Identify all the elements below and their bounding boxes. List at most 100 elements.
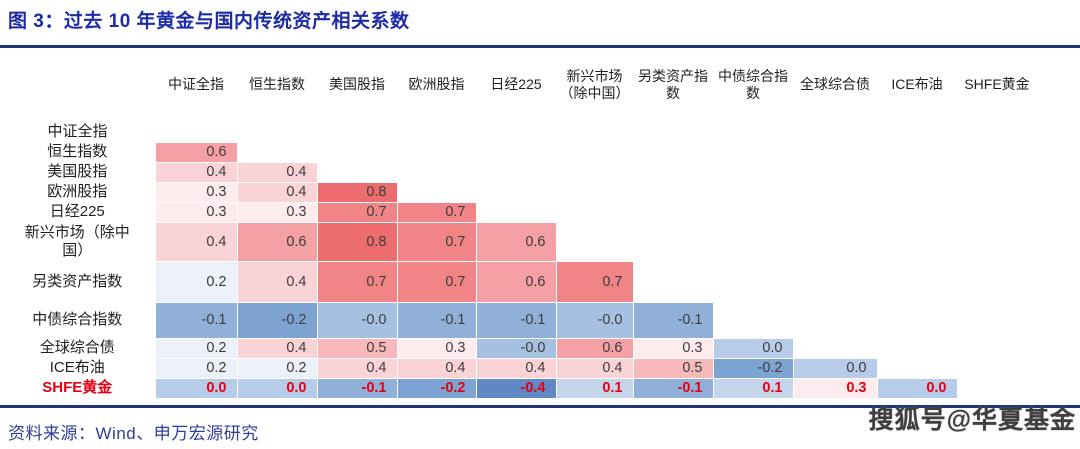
column-header: 美国股指 bbox=[329, 76, 385, 93]
correlation-cell: 0.0 bbox=[712, 337, 794, 359]
correlation-cell: 0.6 bbox=[475, 221, 557, 262]
column-header: 恒生指数 bbox=[249, 76, 305, 93]
empty-cell bbox=[877, 122, 957, 142]
empty-cell bbox=[633, 222, 713, 261]
row-label: ICE布油 bbox=[49, 359, 105, 377]
correlation-cell: 0.1 bbox=[555, 377, 634, 399]
correlation-cell: 0.6 bbox=[475, 260, 557, 303]
column-header: SHFE黄金 bbox=[964, 76, 1030, 93]
row-label: 另类资产指数 bbox=[32, 272, 123, 290]
empty-cell bbox=[476, 122, 556, 142]
empty-cell bbox=[237, 142, 317, 162]
row-label: 全球综合债 bbox=[39, 339, 115, 357]
correlation-cell: 0.4 bbox=[154, 221, 238, 262]
table-row: 美国股指 0.4 0.4 bbox=[0, 161, 1037, 183]
row-label: 中债综合指数 bbox=[32, 311, 123, 329]
figure-title: 图 3：过去 10 年黄金与国内传统资产相关系数 bbox=[8, 11, 410, 32]
table-row: 欧洲股指 0.3 0.4 0.8 bbox=[0, 181, 1037, 203]
column-header: 中证全指 bbox=[168, 76, 224, 93]
empty-cell bbox=[713, 142, 793, 162]
row-label: 中证全指 bbox=[47, 123, 108, 141]
empty-cell bbox=[877, 202, 957, 222]
empty-cell bbox=[476, 162, 556, 182]
empty-cell bbox=[556, 182, 633, 202]
header-row: 中证全指 恒生指数 美国股指 欧洲股指 日经225 新兴市场（除中国） 另类资产指数 中债综合… bbox=[0, 48, 1037, 122]
empty-cell bbox=[957, 338, 1037, 358]
empty-cell bbox=[713, 302, 793, 338]
correlation-cell: 0.3 bbox=[792, 377, 878, 399]
correlation-cell: 0.4 bbox=[236, 337, 318, 359]
empty-cell bbox=[633, 142, 713, 162]
empty-cell bbox=[957, 162, 1037, 182]
correlation-cell: -0.1 bbox=[632, 301, 714, 339]
correlation-cell: 0.3 bbox=[632, 337, 714, 359]
correlation-cell: 0.0 bbox=[792, 357, 878, 379]
correlation-cell: 0.2 bbox=[236, 357, 318, 379]
correlation-cell: 0.7 bbox=[555, 260, 634, 303]
correlation-cell: -0.2 bbox=[712, 357, 794, 379]
correlation-cell: 0.4 bbox=[475, 357, 557, 379]
correlation-cell: 0.7 bbox=[316, 260, 398, 303]
empty-cell bbox=[713, 202, 793, 222]
correlation-cell: 0.3 bbox=[154, 181, 238, 203]
empty-cell bbox=[793, 222, 877, 261]
empty-cell bbox=[793, 202, 877, 222]
correlation-cell: 0.6 bbox=[555, 337, 634, 359]
correlation-cell: -0.2 bbox=[236, 301, 318, 339]
empty-cell bbox=[713, 261, 793, 302]
empty-cell bbox=[793, 261, 877, 302]
empty-cell bbox=[397, 122, 476, 142]
empty-cell bbox=[793, 122, 877, 142]
table-row: 恒生指数 0.6 bbox=[0, 141, 1037, 163]
empty-cell bbox=[877, 338, 957, 358]
empty-cell bbox=[793, 302, 877, 338]
empty-cell bbox=[237, 122, 317, 142]
row-label: 美国股指 bbox=[47, 163, 108, 181]
empty-cell bbox=[633, 182, 713, 202]
table-row: 新兴市场（除中国） 0.4 0.6 0.8 0.7 0.6 bbox=[0, 221, 1037, 262]
correlation-cell: 0.4 bbox=[316, 357, 398, 379]
correlation-cell: -0.1 bbox=[154, 301, 238, 339]
correlation-cell: 0.2 bbox=[154, 260, 238, 303]
row-label: 恒生指数 bbox=[47, 143, 108, 161]
correlation-cell: 0.3 bbox=[154, 201, 238, 223]
empty-cell bbox=[317, 122, 397, 142]
correlation-cell: 0.4 bbox=[236, 181, 318, 203]
table-row: 全球综合债 0.2 0.4 0.5 0.3 -0.0 0.6 0.3 0.0 bbox=[0, 337, 1037, 359]
correlation-cell: 0.1 bbox=[712, 377, 794, 399]
empty-cell bbox=[556, 142, 633, 162]
empty-cell bbox=[877, 302, 957, 338]
empty-cell bbox=[877, 358, 957, 378]
correlation-cell: -0.2 bbox=[396, 377, 477, 399]
empty-cell bbox=[633, 122, 713, 142]
empty-cell bbox=[793, 338, 877, 358]
correlation-cell: -0.1 bbox=[396, 301, 477, 339]
correlation-cell: 0.4 bbox=[396, 357, 477, 379]
column-header: 日经225 bbox=[490, 76, 542, 93]
column-header: 新兴市场（除中国） bbox=[559, 67, 630, 102]
empty-cell bbox=[476, 182, 556, 202]
table-row: SHFE黄金 0.0 0.0 -0.1 -0.2 -0.4 0.1 -0.1 0.1 0.3 0.0 bbox=[0, 377, 1037, 399]
row-label: SHFE黄金 bbox=[42, 379, 113, 397]
column-header: 全球综合债 bbox=[800, 76, 870, 93]
correlation-cell: 0.6 bbox=[154, 141, 238, 163]
correlation-cell: 0.7 bbox=[396, 260, 477, 303]
correlation-cell: -0.1 bbox=[316, 377, 398, 399]
correlation-cell: 0.2 bbox=[154, 357, 238, 379]
correlation-cell: 0.0 bbox=[154, 377, 238, 399]
empty-cell bbox=[957, 358, 1037, 378]
empty-cell bbox=[957, 142, 1037, 162]
empty-cell bbox=[877, 261, 957, 302]
correlation-cell: 0.7 bbox=[316, 201, 398, 223]
correlation-cell: -0.4 bbox=[475, 377, 557, 399]
source-note: 资料来源：Wind、申万宏源研究 bbox=[8, 424, 259, 443]
empty-cell bbox=[713, 162, 793, 182]
correlation-cell: 0.8 bbox=[316, 221, 398, 262]
table-row: 中证全指 bbox=[0, 122, 1037, 142]
correlation-cell: 0.4 bbox=[555, 357, 634, 379]
empty-cell bbox=[556, 162, 633, 182]
empty-cell bbox=[556, 222, 633, 261]
empty-cell bbox=[556, 122, 633, 142]
row-label: 新兴市场（除中国） bbox=[24, 224, 130, 259]
watermark: 搜狐号@华夏基金 bbox=[868, 406, 1076, 434]
